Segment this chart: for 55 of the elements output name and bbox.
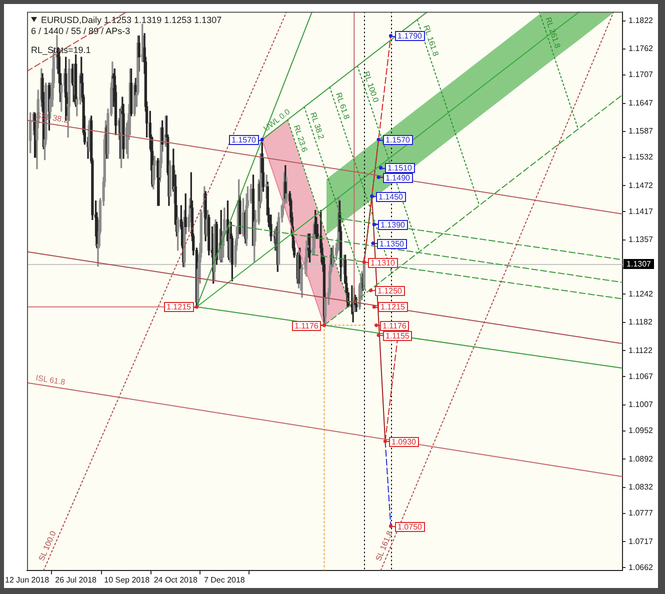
x-tick-label: 24 Oct 2018 (154, 575, 198, 584)
data-label: 1.1155 (386, 332, 410, 341)
x-tick-label: 26 Jul 2018 (55, 575, 98, 584)
y-tick-label: 1.1417 (628, 206, 654, 216)
y-tick-label: 1.1587 (628, 126, 654, 136)
x-tick-label: 7 Dec 2018 (204, 575, 246, 584)
text: SSL 38.2 (35, 110, 70, 125)
x-tick-label: 10 Sep 2018 (104, 575, 150, 584)
data-label: 1.1350 (380, 240, 405, 249)
text: RL 38.2 (308, 111, 326, 141)
y-tick-label: 1.1532 (628, 152, 654, 162)
data-label: 1.1215 (166, 302, 192, 312)
y-tick-label: 1.1182 (628, 318, 653, 327)
text: RL 23.6 (292, 124, 310, 154)
text: UWL 0.0 (262, 106, 292, 134)
y-tick-label: 1.1707 (628, 70, 654, 80)
data-label: 1.1490 (386, 174, 411, 183)
x-tick-label: 12 Jun 2018 (4, 575, 50, 584)
y-tick-label: 1.1357 (628, 235, 654, 244)
y-tick-label: 1.0662 (628, 562, 654, 572)
data-label: 1.1510 (388, 164, 413, 173)
y-tick-label: 1.1242 (628, 289, 654, 298)
y-tick-label: 1.1007 (628, 400, 654, 410)
text: ISL 61.8 (35, 373, 66, 387)
y-tick-label: 1.1762 (628, 44, 654, 54)
chart-title: EURUSD,Daily 1.1253 1.1319 1.1253 1.1307 (41, 14, 222, 25)
text: RL 161.8 (422, 24, 441, 58)
data-label: 1.1310 (370, 258, 396, 268)
y-tick-label: 1.1122 (628, 346, 653, 355)
y-tick-label: 1.1647 (628, 98, 654, 108)
data-label: 1.1570 (232, 136, 257, 145)
y-tick-label: 1.0892 (628, 454, 654, 464)
data-label: 1.1570 (386, 136, 411, 145)
text: SL 100.0 (36, 529, 58, 562)
data-label: 1.1450 (378, 192, 404, 202)
y-tick-label: 1.0777 (628, 508, 654, 518)
data-label: 1.1250 (378, 286, 403, 296)
data-label: 1.1176 (382, 322, 407, 331)
text: RL 261.8 (544, 16, 562, 50)
y-tick-label: 1.1822 (628, 16, 654, 25)
y-tick-label: 1.0832 (628, 482, 654, 492)
data-label: 1.1790 (398, 32, 423, 41)
text: RL 100.0 (362, 70, 381, 104)
data-label: 1.1390 (380, 220, 406, 230)
y-tick-label: 1.0717 (628, 536, 654, 546)
text: SL 161.8 (374, 529, 395, 562)
y-tick-label: 1.1067 (628, 372, 654, 381)
data-label: 1.1215 (380, 302, 406, 312)
y-tick-label: 1.0952 (628, 426, 654, 436)
ref-line-label: 1.1307 (626, 260, 652, 269)
text: RL 61.8 (334, 91, 352, 122)
y-tick-label: 1.1472 (628, 180, 654, 190)
data-label: 1.1176 (294, 322, 319, 331)
data-label: 1.0930 (392, 438, 417, 447)
data-label: 1.0750 (398, 522, 423, 532)
